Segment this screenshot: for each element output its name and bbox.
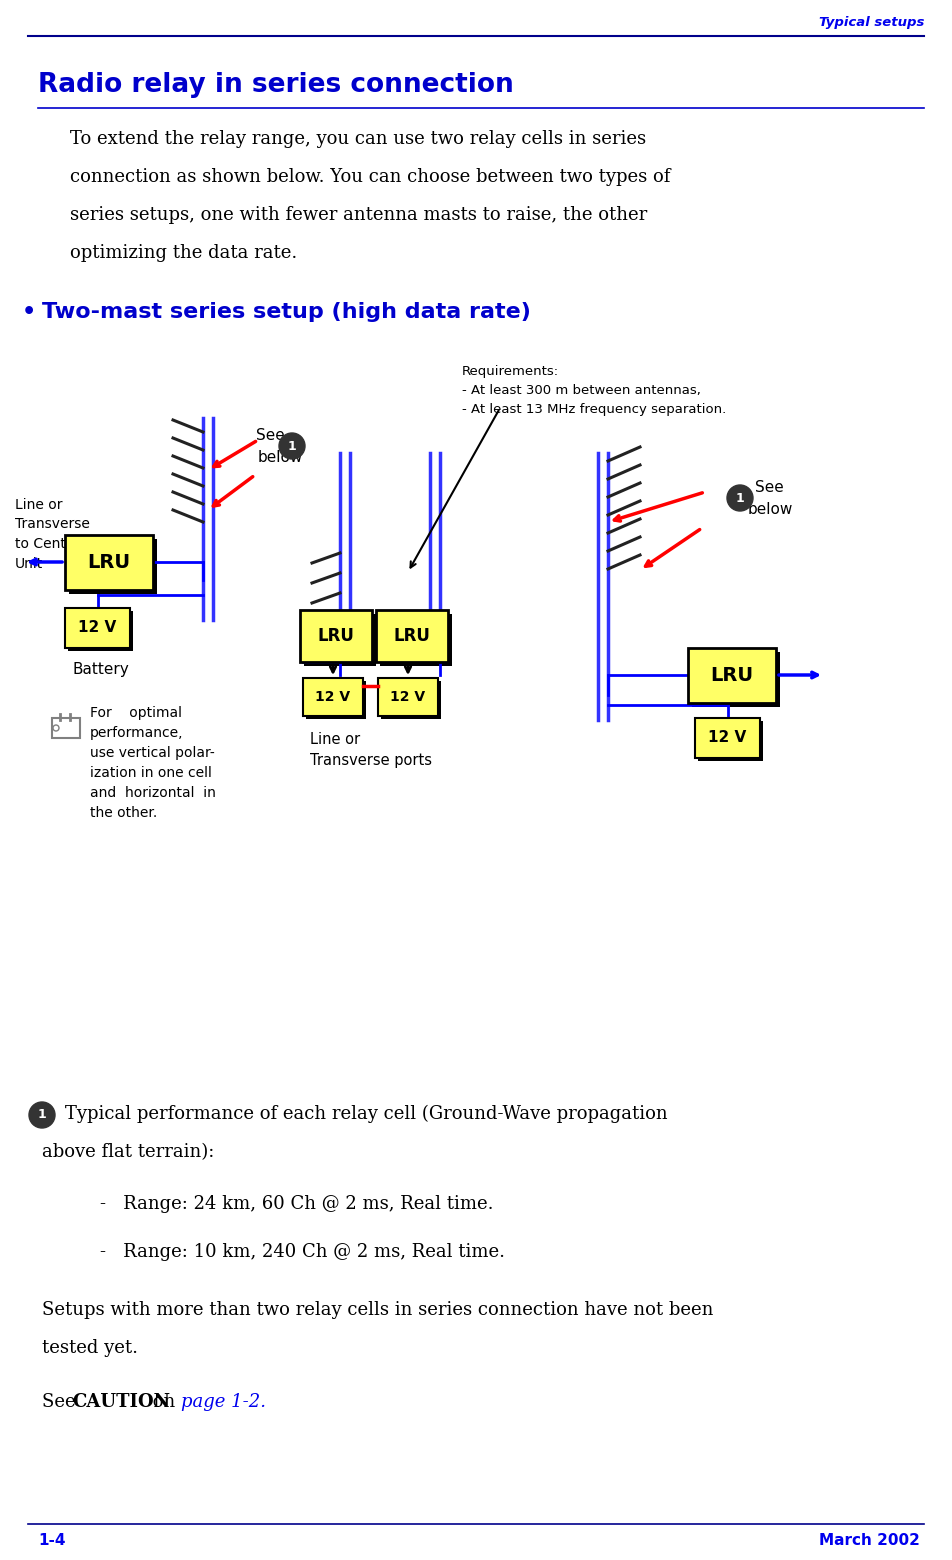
Text: -   Range: 10 km, 240 Ch @ 2 ms, Real time.: - Range: 10 km, 240 Ch @ 2 ms, Real time… xyxy=(100,1243,505,1260)
Text: For    optimal
performance,
use vertical polar-
ization in one cell
and  horizon: For optimal performance, use vertical po… xyxy=(90,707,216,821)
Text: on: on xyxy=(147,1393,181,1410)
Bar xyxy=(380,615,452,666)
Text: See: See xyxy=(755,480,783,495)
Circle shape xyxy=(279,434,305,459)
Bar xyxy=(52,718,80,738)
Text: CAUTION: CAUTION xyxy=(72,1393,170,1410)
Bar xyxy=(695,718,760,758)
Bar xyxy=(376,610,448,661)
Bar xyxy=(378,679,438,716)
Text: 12 V: 12 V xyxy=(390,690,426,704)
Text: See: See xyxy=(256,427,285,443)
Text: 1: 1 xyxy=(288,440,296,452)
Text: Radio relay in series connection: Radio relay in series connection xyxy=(38,72,514,98)
Text: Line or
Transverse ports: Line or Transverse ports xyxy=(310,732,432,768)
Text: -   Range: 24 km, 60 Ch @ 2 ms, Real time.: - Range: 24 km, 60 Ch @ 2 ms, Real time. xyxy=(100,1195,493,1214)
Text: below: below xyxy=(258,449,304,465)
Text: 12 V: 12 V xyxy=(708,730,746,746)
Bar xyxy=(692,652,780,707)
Text: 12 V: 12 V xyxy=(315,690,350,704)
Text: LRU: LRU xyxy=(88,552,130,573)
Text: page 1-2.: page 1-2. xyxy=(181,1393,266,1410)
Text: optimizing the data rate.: optimizing the data rate. xyxy=(70,243,297,262)
Text: Requirements:
- At least 300 m between antennas,
- At least 13 MHz frequency sep: Requirements: - At least 300 m between a… xyxy=(462,365,726,417)
Bar xyxy=(381,682,441,719)
Text: 1: 1 xyxy=(736,491,744,504)
Text: LRU: LRU xyxy=(318,627,354,644)
Text: Typical performance of each relay cell (Ground-Wave propagation: Typical performance of each relay cell (… xyxy=(65,1104,667,1123)
Bar xyxy=(698,721,763,761)
Text: •: • xyxy=(22,303,36,321)
Circle shape xyxy=(727,485,753,512)
Text: LRU: LRU xyxy=(393,627,430,644)
Bar xyxy=(65,608,130,647)
Text: Battery: Battery xyxy=(72,661,129,677)
Text: series setups, one with fewer antenna masts to raise, the other: series setups, one with fewer antenna ma… xyxy=(70,206,647,225)
Text: connection as shown below. You can choose between two types of: connection as shown below. You can choos… xyxy=(70,168,670,186)
Text: Line or
Transverse
to Central
Unit: Line or Transverse to Central Unit xyxy=(15,498,89,571)
Text: LRU: LRU xyxy=(710,666,754,685)
Bar xyxy=(300,610,372,661)
Bar xyxy=(688,647,776,704)
Text: March 2002: March 2002 xyxy=(819,1533,920,1548)
Bar xyxy=(304,615,376,666)
Bar xyxy=(68,612,133,651)
Text: 1: 1 xyxy=(38,1109,47,1122)
Text: Typical setups: Typical setups xyxy=(819,16,924,30)
Circle shape xyxy=(29,1101,55,1128)
Bar xyxy=(65,535,153,590)
Text: tested yet.: tested yet. xyxy=(42,1338,138,1357)
Text: 12 V: 12 V xyxy=(78,621,117,635)
Text: Setups with more than two relay cells in series connection have not been: Setups with more than two relay cells in… xyxy=(42,1301,713,1320)
Bar xyxy=(306,682,366,719)
Bar xyxy=(303,679,363,716)
Text: See: See xyxy=(42,1393,81,1410)
Text: To extend the relay range, you can use two relay cells in series: To extend the relay range, you can use t… xyxy=(70,129,646,148)
Bar xyxy=(69,540,157,594)
Text: below: below xyxy=(748,502,793,516)
Text: Two-mast series setup (high data rate): Two-mast series setup (high data rate) xyxy=(42,303,531,321)
Text: 1-4: 1-4 xyxy=(38,1533,66,1548)
Text: above flat terrain):: above flat terrain): xyxy=(42,1143,214,1161)
